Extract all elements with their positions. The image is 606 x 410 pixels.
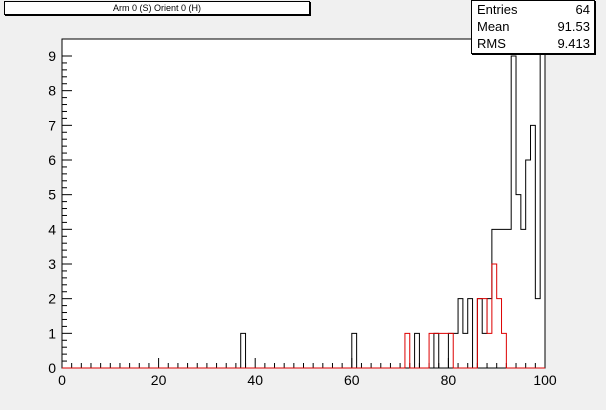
x-tick-label: 40 xyxy=(247,372,263,388)
y-tick-label: 8 xyxy=(48,83,56,99)
y-tick-label: 7 xyxy=(48,117,56,133)
y-tick-label: 5 xyxy=(48,187,56,203)
histogram-series-red xyxy=(62,263,545,369)
x-tick-label: 100 xyxy=(533,372,557,388)
y-tick-label: 0 xyxy=(48,360,56,376)
y-tick-label: 3 xyxy=(48,256,56,272)
y-tick-label: 6 xyxy=(48,152,56,168)
x-tick-label: 60 xyxy=(344,372,360,388)
y-tick-label: 9 xyxy=(48,48,56,64)
rms-value: 9.413 xyxy=(557,36,590,51)
y-tick-label: 2 xyxy=(48,291,56,307)
stat-row-entries: Entries 64 xyxy=(472,1,594,18)
mean-label: Mean xyxy=(477,19,510,34)
rms-label: RMS xyxy=(477,36,506,51)
stat-row-rms: RMS 9.413 xyxy=(472,35,594,52)
histogram-title: Arm 0 (S) Orient 0 (H) xyxy=(4,1,310,15)
entries-value: 64 xyxy=(575,2,590,17)
x-tick-label: 80 xyxy=(441,372,457,388)
x-tick-label: 0 xyxy=(58,372,66,388)
entries-label: Entries xyxy=(477,2,518,17)
y-tick-label: 1 xyxy=(48,325,56,341)
stat-row-mean: Mean 91.53 xyxy=(472,18,594,35)
plot-frame xyxy=(61,38,546,369)
mean-value: 91.53 xyxy=(557,19,590,34)
y-axis: 0 1 2 3 4 5 6 7 8 9 xyxy=(48,48,72,376)
y-tick-label: 4 xyxy=(48,221,56,237)
stats-box: Entries 64 Mean 91.53 RMS 9.413 xyxy=(471,0,595,54)
x-tick-label: 20 xyxy=(151,372,167,388)
